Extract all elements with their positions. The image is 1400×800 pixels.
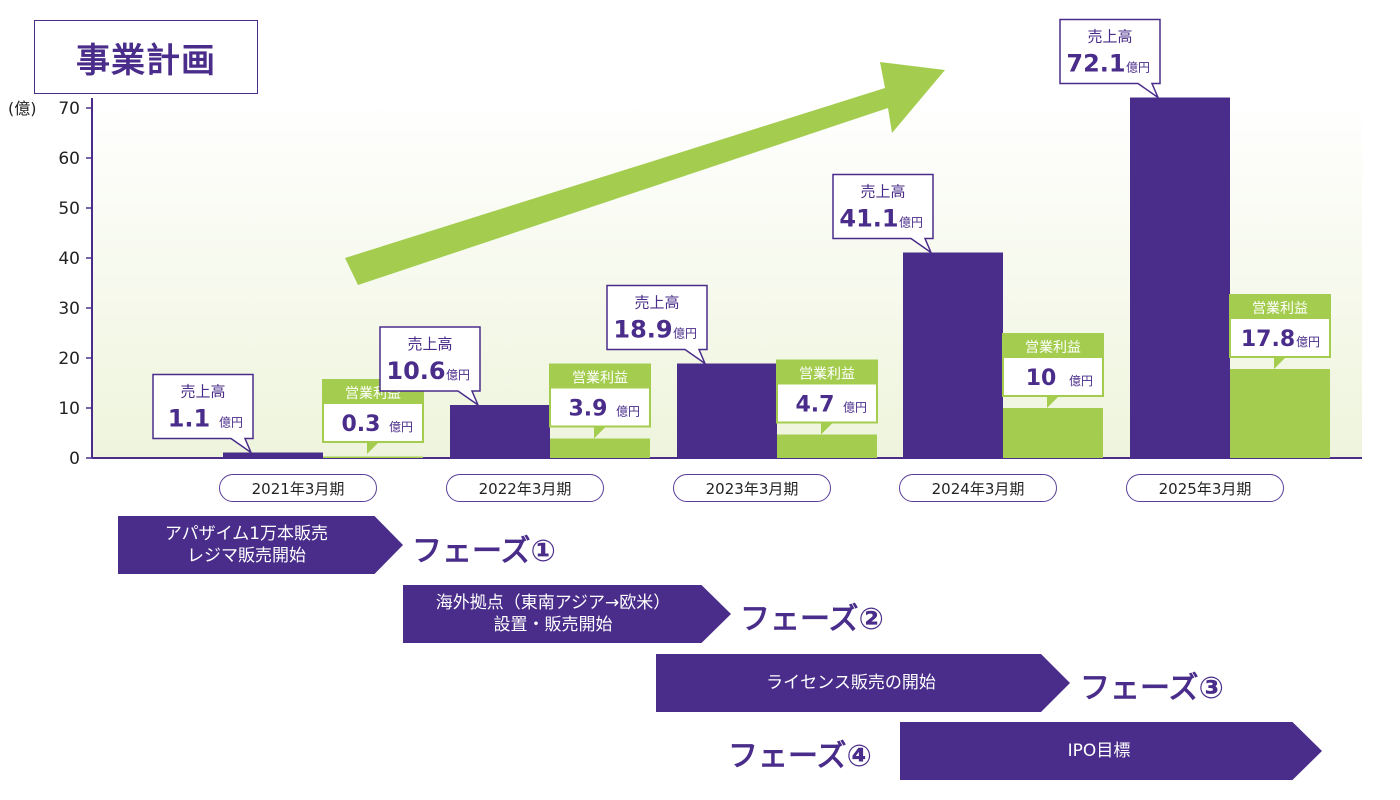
profit-bar [323, 456, 423, 458]
y-tick-label: 30 [58, 299, 80, 319]
y-tick-label: 70 [58, 99, 80, 119]
phase-1-label: フェーズ① [412, 534, 556, 569]
revenue-bar [677, 363, 777, 458]
profit-callout-header [1003, 334, 1103, 358]
revenue-series-name: 売上高 [1087, 28, 1132, 46]
y-tick-label: 10 [58, 399, 80, 419]
profit-callout: 営業利益 3.9 億円 [549, 363, 651, 439]
profit-bar [777, 434, 877, 458]
phase-3-label: フェーズ③ [1080, 671, 1224, 706]
revenue-bar [1130, 97, 1230, 458]
profit-callout: 営業利益 4.7 億円 [776, 359, 878, 435]
profit-unit-label: 億円 [843, 401, 867, 415]
x-category-label: 2023年3月期 [673, 474, 831, 502]
page-title-box: 事業計画 [34, 20, 258, 94]
profit-series-name: 営業利益 [572, 371, 628, 387]
revenue-series-name: 売上高 [407, 335, 452, 353]
revenue-series-name: 売上高 [634, 294, 679, 312]
phase-4-bar: IPO目標 [900, 722, 1322, 780]
profit-unit-label: 億円 [1069, 374, 1093, 388]
revenue-unit-label: 億円 [219, 416, 243, 430]
revenue-unit-label: 億円 [899, 216, 923, 230]
profit-callout-header [1230, 295, 1330, 319]
revenue-value-label: 10.6 [386, 357, 445, 385]
profit-bar [1230, 369, 1330, 458]
revenue-unit-label: 億円 [1126, 61, 1150, 75]
phase-1-line-1: アパザイム1万本販売 [164, 523, 329, 544]
profit-value-label: 3.9 [569, 397, 608, 422]
revenue-callout-box [379, 326, 481, 408]
phase-2-label: フェーズ② [740, 602, 884, 637]
x-category-label: 2024年3月期 [899, 474, 1057, 502]
y-unit-label: (億) [8, 99, 37, 118]
phase-4-line-1: IPO目標 [1067, 740, 1131, 761]
revenue-value-label: 18.9 [613, 316, 672, 344]
x-category-label: 2022年3月期 [446, 474, 604, 502]
profit-callout-tail [594, 426, 606, 439]
profit-unit-label: 億円 [616, 405, 640, 419]
phase-3-line-1: ライセンス販売の開始 [766, 672, 936, 693]
y-tick-label: 50 [58, 199, 80, 219]
revenue-callout: 売上高 72.1 億円 [1059, 18, 1161, 100]
profit-series-name: 営業利益 [1252, 301, 1308, 317]
profit-value-label: 17.8 [1241, 327, 1295, 352]
phase-2-line-1: 海外拠点（東南アジア→欧米） [435, 592, 671, 613]
profit-bar [1003, 408, 1103, 458]
page-title: 事業計画 [76, 40, 216, 81]
revenue-series-name: 売上高 [860, 183, 905, 201]
profit-bar [550, 438, 650, 458]
phase-4-label: フェーズ④ [728, 739, 872, 774]
revenue-bar [223, 452, 323, 458]
profit-callout-tail [1274, 357, 1286, 369]
y-tick-label: 0 [69, 449, 80, 469]
revenue-value-label: 1.1 [168, 405, 211, 433]
revenue-callout-box [606, 284, 708, 366]
profit-callout-tail [367, 442, 379, 454]
profit-callout-header [777, 360, 877, 385]
revenue-value-label: 41.1 [839, 205, 898, 233]
revenue-callout: 売上高 41.1 億円 [832, 173, 934, 255]
revenue-bar [903, 252, 1003, 458]
revenue-series-name: 売上高 [180, 383, 225, 401]
y-tick-label: 40 [58, 249, 80, 269]
profit-callout-header [550, 364, 650, 389]
profit-value-label: 4.7 [796, 393, 835, 418]
profit-callout-tail [821, 422, 833, 435]
profit-series-name: 営業利益 [799, 367, 855, 383]
revenue-callout-box [152, 373, 254, 455]
revenue-unit-label: 億円 [673, 327, 697, 341]
x-category-label: 2025年3月期 [1126, 474, 1284, 502]
profit-value-label: 0.3 [342, 412, 381, 437]
revenue-callout: 売上高 10.6 億円 [379, 326, 481, 408]
phase-1-bar: アパザイム1万本販売 レジマ販売開始 [118, 516, 403, 574]
profit-value-label: 10 [1026, 366, 1057, 391]
x-category-label: 2021年3月期 [219, 474, 377, 502]
profit-callout: 営業利益 17.8 億円 [1229, 294, 1331, 369]
revenue-callout-box [1059, 18, 1161, 100]
phase-1-line-2: レジマ販売開始 [186, 546, 306, 566]
profit-series-name: 営業利益 [1025, 340, 1081, 356]
revenue-callout: 売上高 1.1 億円 [152, 373, 254, 455]
profit-callout-tail [1047, 396, 1059, 408]
revenue-callout: 売上高 18.9 億円 [606, 284, 708, 366]
y-tick-label: 20 [58, 349, 80, 369]
growth-arrow [345, 62, 945, 285]
phase-2-line-2: 設置・販売開始 [493, 615, 613, 635]
revenue-bar [450, 405, 550, 458]
phase-2-bar: 海外拠点（東南アジア→欧米） 設置・販売開始 [403, 585, 731, 643]
y-tick-label: 60 [58, 149, 80, 169]
revenue-value-label: 72.1 [1066, 50, 1125, 78]
profit-unit-label: 億円 [389, 420, 413, 434]
profit-callout: 営業利益 10 億円 [1002, 333, 1104, 408]
revenue-callout-box [832, 173, 934, 255]
profit-unit-label: 億円 [1296, 335, 1320, 349]
revenue-unit-label: 億円 [446, 368, 470, 382]
phase-3-bar: ライセンス販売の開始 [656, 654, 1070, 712]
